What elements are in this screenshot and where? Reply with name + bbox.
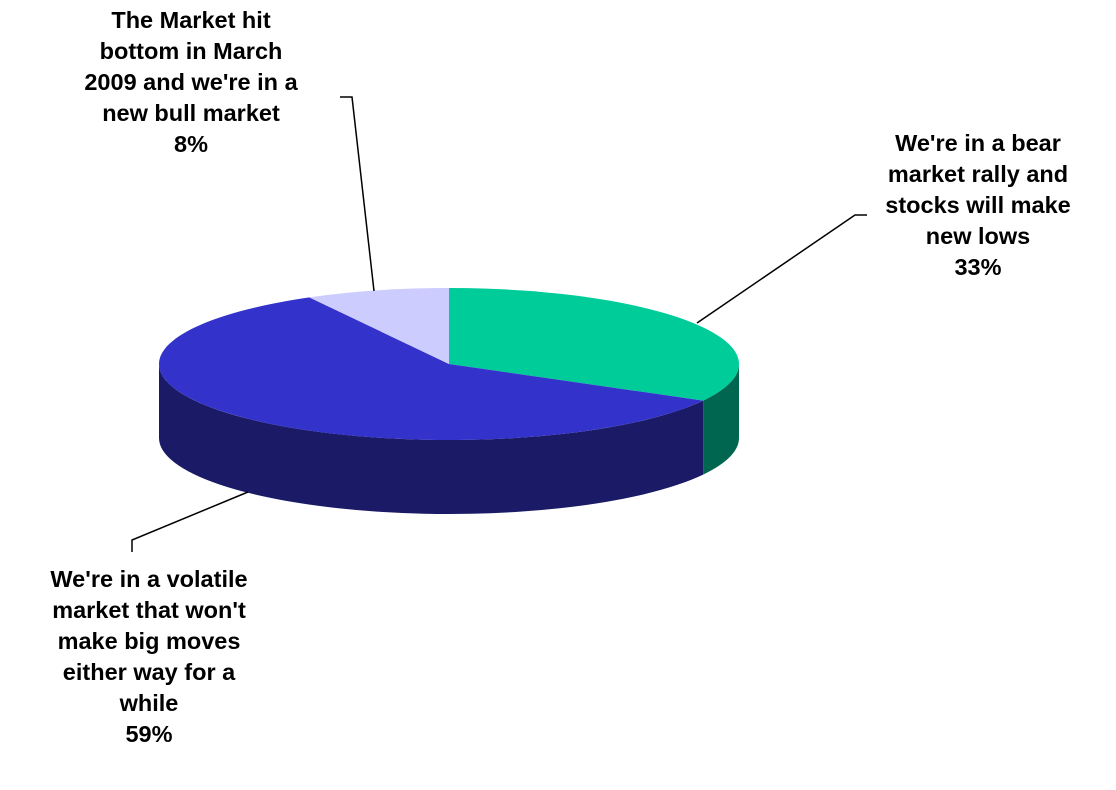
pie-slice-side-1: [159, 364, 704, 514]
slice-label-line: market that won't: [52, 597, 246, 623]
pie-tops: [159, 288, 739, 440]
slice-label-line: while: [119, 690, 179, 716]
leader-line-bear-rally: [696, 214, 867, 324]
slice-label-line: new bull market: [102, 100, 280, 126]
slice-label-line: market rally and: [887, 161, 1069, 187]
pie-slice-2: [309, 288, 449, 364]
slice-label-line: 2009 and we're in a: [84, 69, 298, 95]
slice-label-bear-rally: We're in a bear market rally and stocks …: [848, 128, 1108, 283]
slice-label-line: stocks will make: [885, 192, 1071, 218]
slice-label-line: make big moves: [57, 628, 241, 654]
slice-label-line: We're in a bear: [895, 130, 1061, 156]
slice-value-label: 59%: [125, 721, 173, 747]
slice-label-bull-market: The Market hit bottom in March 2009 and …: [41, 5, 341, 160]
pie-slice-1: [159, 297, 704, 440]
pie-slice-0: [449, 288, 739, 401]
slice-label-line: We're in a volatile: [50, 566, 248, 592]
slice-label-line: bottom in March: [99, 38, 283, 64]
slice-label-line: new lows: [925, 223, 1031, 249]
leader-line-volatile: [131, 491, 249, 552]
slice-label-line: either way for a: [62, 659, 236, 685]
pie-slice-side-0: [703, 364, 739, 475]
slice-label-volatile: We're in a volatile market that won't ma…: [0, 564, 298, 750]
slice-value-label: 33%: [954, 254, 1002, 280]
leader-lines: [131, 96, 867, 552]
slice-value-label: 8%: [174, 131, 208, 157]
leader-line-bull-market: [340, 96, 375, 292]
pie-sides: [159, 364, 739, 514]
slice-label-line: The Market hit: [111, 7, 271, 33]
